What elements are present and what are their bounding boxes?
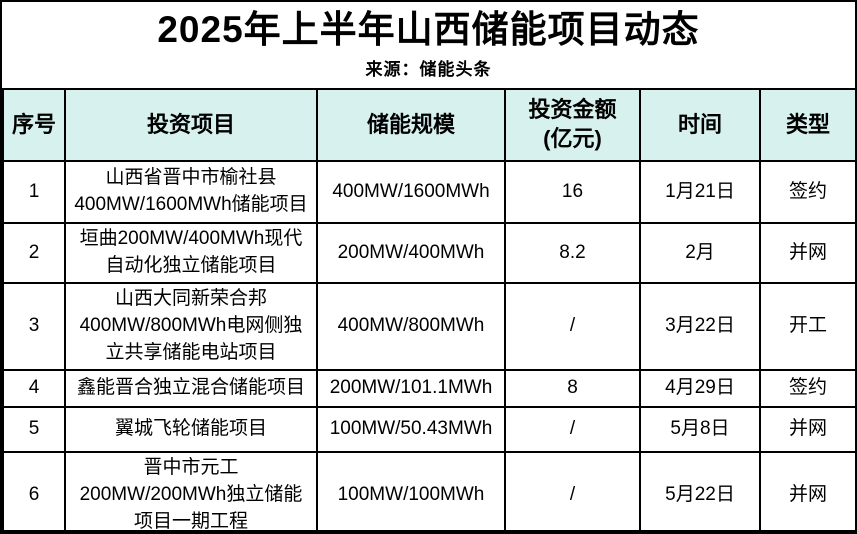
table-row: 2 垣曲200MW/400MWh现代 自动化独立储能项目 200MW/400MW… (2, 222, 855, 284)
source-caption: 来源：储能头条 (365, 59, 492, 79)
cell-no: 3 (2, 282, 66, 371)
header-type: 类型 (759, 88, 855, 162)
table-row: 4 鑫能晋合独立混合储能项目 200MW/101.1MWh 8 4月29日 签约 (2, 368, 855, 408)
cell-project: 翼城飞轮储能项目 (64, 405, 318, 453)
cell-scale: 400MW/1600MWh (316, 160, 506, 224)
header-time: 时间 (639, 88, 761, 162)
cell-amount: / (504, 450, 641, 530)
cell-scale: 200MW/101.1MWh (316, 368, 506, 408)
cell-type: 开工 (759, 282, 855, 371)
cell-type: 签约 (759, 160, 855, 224)
table-row: 3 山西大同新荣合邦 400MW/800MWh电网侧独 立共享储能电站项目 40… (2, 282, 855, 371)
cell-project: 鑫能晋合独立混合储能项目 (64, 368, 318, 408)
cell-no: 1 (2, 160, 66, 224)
cell-no: 4 (2, 368, 66, 408)
cell-time: 5月8日 (639, 405, 761, 453)
cell-amount: 8 (504, 368, 641, 408)
cell-project: 晋中市元工 200MW/200MWh独立储能 项目一期工程 (64, 450, 318, 530)
header-project: 投资项目 (64, 88, 318, 162)
table-row: 6 晋中市元工 200MW/200MWh独立储能 项目一期工程 100MW/10… (2, 450, 855, 530)
cell-time: 3月22日 (639, 282, 761, 371)
cell-time: 5月22日 (639, 450, 761, 530)
cell-time: 4月29日 (639, 368, 761, 408)
cell-no: 2 (2, 222, 66, 284)
cell-type: 并网 (759, 222, 855, 284)
cell-project: 山西省晋中市榆社县 400MW/1600MWh储能项目 (64, 160, 318, 224)
cell-scale: 400MW/800MWh (316, 282, 506, 371)
cell-scale: 100MW/100MWh (316, 450, 506, 530)
projects-table: 序号 投资项目 储能规模 投资金额 (亿元) 时间 类型 1 山西省晋中市榆社县… (2, 88, 855, 530)
cell-type: 签约 (759, 368, 855, 408)
cell-amount: / (504, 282, 641, 371)
page-title: 2025年上半年山西储能项目动态 (157, 9, 700, 51)
header-row: 序号 投资项目 储能规模 投资金额 (亿元) 时间 类型 (2, 88, 855, 162)
cell-no: 5 (2, 405, 66, 453)
cell-no: 6 (2, 450, 66, 530)
header-amount: 投资金额 (亿元) (504, 88, 641, 162)
title-block: 2025年上半年山西储能项目动态 来源：储能头条 (2, 2, 855, 88)
header-scale: 储能规模 (316, 88, 506, 162)
cell-type: 并网 (759, 405, 855, 453)
table-row: 5 翼城飞轮储能项目 100MW/50.43MWh / 5月8日 并网 (2, 405, 855, 453)
cell-time: 1月21日 (639, 160, 761, 224)
cell-time: 2月 (639, 222, 761, 284)
header-no: 序号 (2, 88, 66, 162)
cell-scale: 100MW/50.43MWh (316, 405, 506, 453)
cell-amount: 16 (504, 160, 641, 224)
cell-project: 山西大同新荣合邦 400MW/800MWh电网侧独 立共享储能电站项目 (64, 282, 318, 371)
cell-amount: 8.2 (504, 222, 641, 284)
cell-amount: / (504, 405, 641, 453)
cell-type: 并网 (759, 450, 855, 530)
cell-project: 垣曲200MW/400MWh现代 自动化独立储能项目 (64, 222, 318, 284)
table-row: 1 山西省晋中市榆社县 400MW/1600MWh储能项目 400MW/1600… (2, 160, 855, 224)
cell-scale: 200MW/400MWh (316, 222, 506, 284)
